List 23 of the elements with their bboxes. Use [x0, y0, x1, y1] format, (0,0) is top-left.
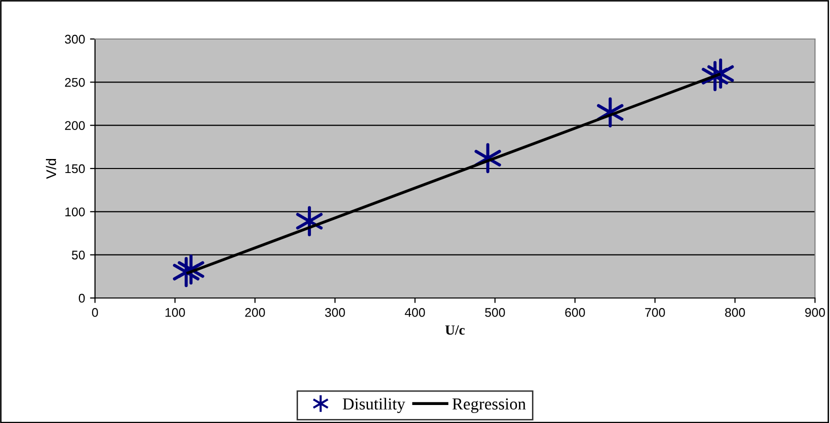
point [178, 254, 204, 285]
x-tick-label: 600 [565, 308, 585, 317]
point [296, 206, 323, 236]
y-tick-label: 50 [72, 250, 85, 260]
x-tick-label: 100 [166, 308, 185, 317]
x-tick-label: 0 [92, 308, 98, 317]
y-tick-label: 200 [65, 121, 85, 130]
x-tick-label: 300 [325, 308, 345, 317]
x-tick-label: 500 [485, 308, 505, 317]
y-tick-label: 300 [64, 34, 85, 44]
y-axis-title: V/d [46, 158, 56, 179]
legend-label: Disutility [342, 398, 406, 413]
x-axis-title: U/c [445, 325, 465, 335]
legend-label: Regression [452, 398, 526, 413]
x-tick-label: 200 [245, 308, 265, 317]
y-tick-label: 100 [65, 207, 85, 216]
x-tick-label: 800 [725, 308, 745, 317]
x-tick-label: 900 [805, 308, 825, 317]
x-tick-label: 400 [404, 308, 425, 317]
y-tick-label: 150 [65, 164, 85, 174]
y-tick-label: 0 [78, 294, 85, 303]
x-tick-label: 700 [645, 308, 665, 317]
y-tick-label: 250 [65, 78, 85, 87]
